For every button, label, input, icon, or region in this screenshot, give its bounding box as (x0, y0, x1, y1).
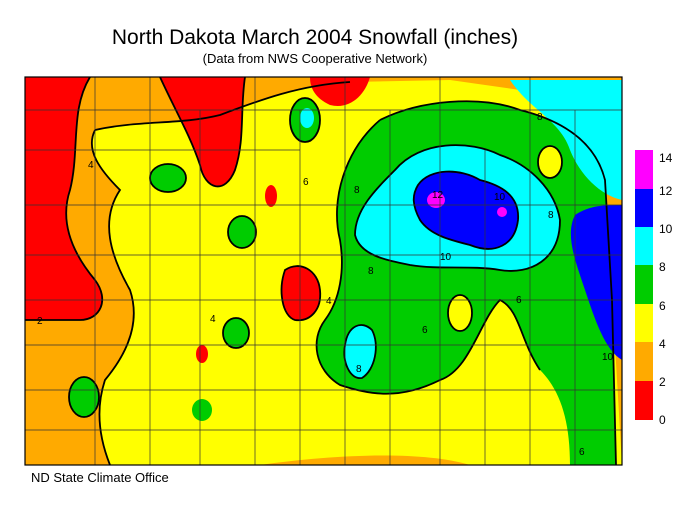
contour-label: 8 (356, 364, 362, 375)
band-0-2-north (160, 77, 245, 187)
map-title: North Dakota March 2004 Snowfall (inches… (111, 26, 519, 49)
contour-label: 8 (368, 266, 374, 277)
legend-swatch (635, 265, 653, 304)
map-subtitle: (Data from NWS Cooperative Network) (202, 51, 428, 66)
legend-swatch (635, 227, 653, 265)
contour-label: 6 (422, 325, 428, 336)
pocket-6-8-c (223, 318, 249, 348)
band-0-2-small (265, 185, 277, 207)
pocket-8-10-g (300, 108, 314, 128)
band-0-2-west (25, 77, 103, 320)
band-0-2-center (281, 266, 321, 321)
contour-label: 6 (579, 447, 585, 458)
pocket-6-8-d (192, 399, 212, 421)
legend-label: 12 (659, 184, 673, 198)
color-legend: 14 12 10 8 6 4 2 0 (635, 150, 672, 427)
contour-label: 8 (537, 112, 543, 123)
credit-text: ND State Climate Office (31, 470, 169, 485)
contour-label: 4 (210, 314, 216, 325)
pocket-6-8-a (150, 164, 186, 192)
legend-swatch (635, 150, 653, 189)
pocket-4-6-h (448, 295, 472, 331)
legend-swatch (635, 189, 653, 227)
contour-label: 10 (440, 252, 452, 263)
legend-label: 0 (659, 413, 666, 427)
contour-label: 2 (37, 316, 43, 327)
legend-label: 4 (659, 337, 666, 351)
band-12-14 (427, 192, 445, 208)
legend-label: 8 (659, 260, 666, 274)
state-border (24, 76, 623, 466)
legend-label: 14 (659, 151, 673, 165)
contour-value-labels: 2 4 4 4 6 6 6 6 8 8 8 8 8 10 10 10 12 (37, 112, 614, 458)
pocket-4-6-i (538, 146, 562, 178)
legend-label: 10 (659, 222, 673, 236)
legend-label: 6 (659, 299, 666, 313)
contour-label: 4 (326, 296, 332, 307)
pocket-6-8-e (69, 377, 99, 417)
band-0-2-small2 (196, 345, 208, 363)
pocket-6-8-b (228, 216, 256, 248)
legend-label: 2 (659, 375, 666, 389)
band-12-14-b (497, 207, 507, 217)
contour-label: 4 (88, 160, 94, 171)
legend-swatch (635, 381, 653, 420)
contour-label: 8 (354, 185, 360, 196)
county-boundaries (25, 77, 622, 465)
band-8-10-pocket (344, 325, 376, 379)
contour-label: 6 (303, 177, 309, 188)
contour-label: 10 (494, 192, 506, 203)
contour-label: 12 (432, 190, 444, 201)
contour-label: 8 (548, 210, 554, 221)
legend-swatch (635, 304, 653, 342)
contour-label: 10 (602, 352, 614, 363)
legend-swatch (635, 342, 653, 381)
contour-label: 6 (516, 295, 522, 306)
